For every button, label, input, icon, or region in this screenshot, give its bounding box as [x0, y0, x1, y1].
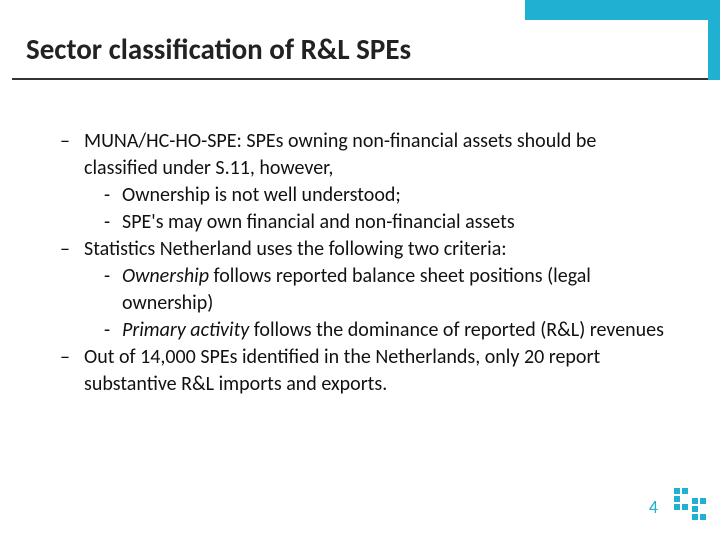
bullet-dash-icon: – [60, 344, 84, 398]
slide-body: –MUNA/HC-HO-SPE: SPEs owning non-financi… [60, 128, 670, 398]
bullet-level2: -Ownership follows reported balance shee… [104, 263, 670, 317]
bullet-text: Ownership is not well understood; [122, 182, 670, 209]
bullet-text: MUNA/HC-HO-SPE: SPEs owning non-financia… [84, 128, 670, 182]
bullet-dash-icon: - [104, 317, 122, 344]
bullet-level2: -SPE's may own financial and non-financi… [104, 209, 670, 236]
bullet-dash-icon: – [60, 128, 84, 182]
bullet-dash-icon: - [104, 263, 122, 317]
bullet-text: SPE's may own financial and non-financia… [122, 209, 670, 236]
bullet-text: Ownership follows reported balance sheet… [122, 263, 670, 317]
bullet-text: Out of 14,000 SPEs identified in the Net… [84, 344, 670, 398]
bullet-level2: -Ownership is not well understood; [104, 182, 670, 209]
cbs-logo-icon [672, 486, 708, 522]
bullet-text: Primary activity follows the dominance o… [122, 317, 670, 344]
bullet-text: Statistics Netherland uses the following… [84, 236, 670, 263]
bullet-dash-icon: – [60, 236, 84, 263]
title-bar: Sector classification of R&L SPEs [12, 20, 708, 80]
page-number: 4 [649, 496, 658, 518]
bullet-level1: –Statistics Netherland uses the followin… [60, 236, 670, 263]
bullet-level1: –MUNA/HC-HO-SPE: SPEs owning non-financi… [60, 128, 670, 182]
bullet-dash-icon: - [104, 209, 122, 236]
bullet-level2: -Primary activity follows the dominance … [104, 317, 670, 344]
bullet-level1: –Out of 14,000 SPEs identified in the Ne… [60, 344, 670, 398]
slide-title: Sector classification of R&L SPEs [26, 31, 411, 67]
bullet-dash-icon: - [104, 182, 122, 209]
